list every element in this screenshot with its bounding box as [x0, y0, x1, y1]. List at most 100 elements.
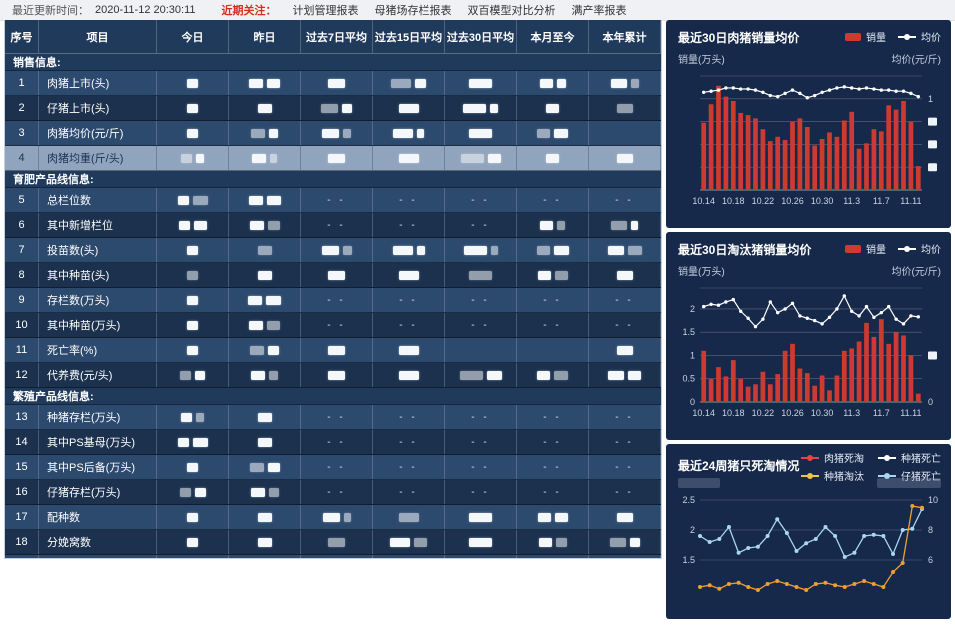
redacted-value: [490, 103, 498, 113]
redacted-value: [460, 153, 484, 163]
row-index: 15: [5, 455, 39, 479]
cell-value: - -: [445, 213, 517, 237]
cell-value: - -: [445, 313, 517, 337]
no-data-dashes: - -: [615, 486, 634, 498]
redacted-value: [266, 295, 281, 305]
table-row-3[interactable]: 3 肉猪均价(元/斤): [5, 121, 661, 146]
cell-value: [445, 338, 517, 362]
redacted-value: [193, 220, 207, 230]
no-data-dashes: - -: [471, 461, 490, 473]
redacted-value: [252, 153, 266, 163]
col-header-2: 今日: [157, 20, 229, 54]
redacted-value: [539, 78, 553, 88]
no-data-dashes: - -: [615, 411, 634, 423]
cell-value: - -: [445, 430, 517, 454]
redacted-value: [554, 512, 568, 522]
row-label: 其中PS基母(万头): [39, 430, 157, 454]
cell-value: [301, 505, 373, 529]
no-data-dashes: - -: [327, 436, 346, 448]
legend-仔猪死亡[interactable]: 仔猪死亡: [878, 468, 941, 483]
cell-value: [373, 505, 445, 529]
redacted-value: [270, 153, 277, 163]
table-row-10[interactable]: 10 其中种苗(万头) - - - - - - - - - -: [5, 313, 661, 338]
row-index: 6: [5, 213, 39, 237]
cell-value: [517, 263, 589, 287]
table-row-16[interactable]: 16 仔猪存栏(万头) - - - - - - - - - -: [5, 480, 661, 505]
menu-item-3[interactable]: 双百模型对比分析: [467, 5, 556, 17]
redacted-value: [269, 370, 278, 380]
row-index: 16: [5, 480, 39, 504]
redacted-value: [328, 78, 345, 88]
menu-item-2[interactable]: 母猪场存栏报表: [374, 5, 452, 17]
cell-value: [229, 313, 301, 337]
row-index: 17: [5, 505, 39, 529]
table-row-15[interactable]: 15 其中PS后备(万头) - - - - - - - - - -: [5, 455, 661, 480]
table-row-14[interactable]: 14 其中PS基母(万头) - - - - - - - - - -: [5, 430, 661, 455]
legend-销量[interactable]: 销量: [845, 241, 886, 256]
chart-legend: 销量 均价: [845, 241, 941, 256]
row-label: 窝均活仔(头/窝): [39, 555, 157, 558]
row-label: 其中种苗(万头): [39, 313, 157, 337]
legend-肉猪死淘[interactable]: 肉猪死淘: [801, 450, 864, 465]
chart-panel-death-cull: 最近24周猪只死淘情况 肉猪死淘 种猪死亡 种猪淘汰 仔猪死亡 2.5 10 2 8 1.5 6: [666, 444, 951, 619]
y-axis-label-left-redacted: [678, 478, 720, 488]
table-row-12[interactable]: 12 代养费(元/头): [5, 363, 661, 388]
redacted-value: [554, 128, 568, 138]
cell-value: [517, 71, 589, 95]
no-data-dashes: - -: [327, 486, 346, 498]
cell-value: [301, 71, 373, 95]
table-row-19[interactable]: 19窝均活仔(头/窝): [5, 555, 661, 558]
table-row-7[interactable]: 7 投苗数(头): [5, 238, 661, 263]
row-label: 存栏数(万头): [39, 288, 157, 312]
table-row-8[interactable]: 8 其中种苗(头): [5, 263, 661, 288]
table-row-9[interactable]: 9 存栏数(万头) - - - - - - - - - -: [5, 288, 661, 313]
cell-value: - -: [517, 430, 589, 454]
cell-value: [157, 71, 229, 95]
svg-text:10.22: 10.22: [752, 408, 775, 418]
no-data-dashes: - -: [615, 294, 634, 306]
cell-value: [373, 238, 445, 262]
no-data-dashes: - -: [615, 436, 634, 448]
legend-销量[interactable]: 销量: [845, 29, 886, 44]
chart-title: 最近24周猪只死淘情况: [678, 459, 800, 473]
cell-value: [373, 530, 445, 554]
svg-text:2: 2: [690, 304, 695, 314]
row-index: 7: [5, 238, 39, 262]
redacted-value: [177, 437, 189, 447]
table-row-11[interactable]: 11 死亡率(%): [5, 338, 661, 363]
menu-item-4[interactable]: 满产率报表: [571, 5, 627, 17]
cell-value: [589, 121, 661, 145]
menu-item-1[interactable]: 计划管理报表: [292, 5, 359, 17]
svg-text:0: 0: [690, 397, 695, 407]
legend-均价[interactable]: 均价: [898, 241, 941, 256]
cell-value: [373, 146, 445, 170]
cell-value: - -: [445, 405, 517, 429]
table-row-18[interactable]: 18 分娩窝数: [5, 530, 661, 555]
cell-value: [589, 363, 661, 387]
row-label: 投苗数(头): [39, 238, 157, 262]
legend-均价[interactable]: 均价: [898, 29, 941, 44]
cell-value: [373, 338, 445, 362]
chart-panel-pig-sales: 最近30日肉猪销量均价 销量 均价 销量(万头) 均价(元/斤) 1 10.14 10…: [666, 20, 951, 228]
redacted-value: [414, 537, 427, 547]
legend-种猪死亡[interactable]: 种猪死亡: [878, 450, 941, 465]
svg-text:1: 1: [690, 350, 695, 360]
table-row-6[interactable]: 6 其中新增栏位 - - - - - -: [5, 213, 661, 238]
row-label: 死亡率(%): [39, 338, 157, 362]
table-row-2[interactable]: 2 仔猪上市(头): [5, 96, 661, 121]
cell-value: - -: [589, 188, 661, 212]
row-label: 总栏位数: [39, 188, 157, 212]
cell-value: [517, 555, 589, 558]
table-row-5[interactable]: 5 总栏位数 - - - - - - - - - -: [5, 188, 661, 213]
cell-value: - -: [589, 480, 661, 504]
cell-value: [517, 338, 589, 362]
row-label: 仔猪上市(头): [39, 96, 157, 120]
table-row-13[interactable]: 13 种猪存栏(万头) - - - - - - - - - -: [5, 405, 661, 430]
table-row-17[interactable]: 17 配种数: [5, 505, 661, 530]
cell-value: [229, 363, 301, 387]
table-row-4[interactable]: 4 肉猪均重(斤/头): [5, 146, 661, 171]
cell-value: [157, 96, 229, 120]
legend-种猪淘汰[interactable]: 种猪淘汰: [801, 468, 864, 483]
cell-value: [157, 455, 229, 479]
table-row-1[interactable]: 1 肉猪上市(头): [5, 71, 661, 96]
